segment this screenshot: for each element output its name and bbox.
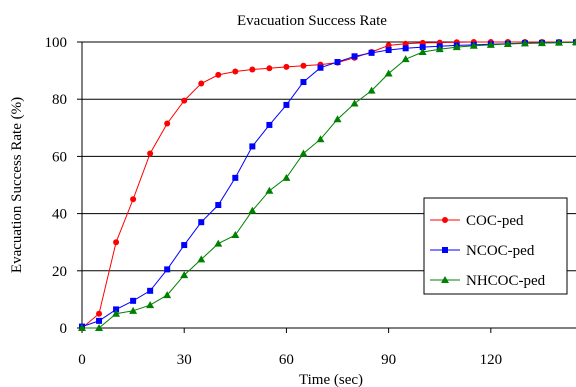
y-tick-label-80: 80	[52, 92, 67, 108]
chart-title: Evacuation Success Rate	[237, 13, 387, 29]
data-point-ncoc-ped-19	[402, 45, 409, 52]
data-point-ncoc-ped-18	[385, 47, 392, 54]
data-point-ncoc-ped-2	[113, 306, 120, 313]
y-tick-label-40: 40	[52, 207, 67, 223]
data-point-coc-ped-3	[130, 196, 137, 203]
data-point-nhcoc-ped-2	[112, 309, 121, 317]
x-tick-label-30: 30	[177, 352, 192, 368]
y-tick-label-100: 100	[45, 35, 68, 51]
legend-marker-coc-ped	[442, 217, 448, 223]
data-point-coc-ped-1	[96, 310, 103, 317]
y-axis-label: Evacuation Success Rate (%)	[9, 97, 25, 273]
data-point-nhcoc-ped-15	[333, 115, 342, 123]
data-point-ncoc-ped-9	[232, 174, 239, 181]
legend-label-ncoc-ped: NCOC-ped	[466, 243, 535, 259]
legend-box	[423, 197, 568, 295]
data-point-nhcoc-ped-21	[435, 45, 444, 53]
data-point-ncoc-ped-7	[198, 219, 205, 226]
y-tick-label-60: 60	[52, 149, 67, 165]
legend-label-coc-ped: COC-ped	[466, 213, 524, 229]
data-point-coc-ped-7	[198, 80, 205, 87]
data-point-ncoc-ped-1	[96, 317, 103, 324]
data-point-ncoc-ped-3	[130, 297, 137, 304]
data-point-nhcoc-ped-22	[452, 43, 461, 51]
x-tick-label-120: 120	[480, 352, 503, 368]
data-point-nhcoc-ped-1	[95, 324, 104, 331]
data-point-nhcoc-ped-19	[401, 55, 410, 63]
data-point-ncoc-ped-17	[368, 49, 375, 56]
data-point-nhcoc-ped-18	[384, 69, 393, 77]
legend: COC-ped NCOC-ped NHCOC-ped	[423, 197, 568, 295]
x-tick-label-0: 0	[78, 352, 86, 368]
data-point-ncoc-ped-6	[181, 242, 188, 249]
series-nhcoc-ped	[78, 38, 576, 331]
data-point-coc-ped-12	[283, 63, 290, 70]
data-point-nhcoc-ped-9	[231, 231, 240, 239]
y-tick-label-20: 20	[52, 264, 67, 280]
data-point-nhcoc-ped-13	[299, 149, 308, 157]
data-point-nhcoc-ped-27	[537, 39, 546, 47]
data-point-coc-ped-13	[300, 62, 307, 69]
data-point-ncoc-ped-13	[300, 79, 307, 86]
data-point-ncoc-ped-16	[351, 53, 358, 60]
data-point-ncoc-ped-11	[266, 121, 273, 128]
data-point-coc-ped-5	[164, 120, 171, 127]
x-tick-label-90: 90	[381, 352, 396, 368]
data-point-nhcoc-ped-7	[197, 255, 206, 263]
data-point-coc-ped-6	[181, 97, 188, 104]
y-tick-label-0: 0	[60, 321, 68, 337]
data-point-nhcoc-ped-20	[418, 48, 427, 56]
data-point-nhcoc-ped-16	[350, 99, 359, 107]
tick-labels: 0 20 40 60 80 100 0 30 60 90 120	[45, 35, 503, 368]
data-point-ncoc-ped-20	[419, 44, 426, 51]
data-point-nhcoc-ped-6	[180, 271, 189, 279]
data-point-nhcoc-ped-28	[554, 38, 563, 46]
data-point-nhcoc-ped-24	[486, 40, 495, 48]
legend-label-nhcoc-ped: NHCOC-ped	[466, 273, 546, 289]
data-point-nhcoc-ped-3	[129, 306, 138, 314]
data-point-coc-ped-8	[215, 71, 222, 78]
data-point-coc-ped-4	[147, 150, 154, 157]
data-point-coc-ped-18	[385, 42, 392, 49]
data-point-ncoc-ped-15	[334, 59, 341, 66]
data-point-ncoc-ped-4	[147, 287, 154, 294]
data-point-coc-ped-19	[402, 40, 409, 47]
data-point-ncoc-ped-14	[317, 64, 324, 71]
legend-marker-nhcoc-ped	[441, 276, 449, 283]
data-point-ncoc-ped-12	[283, 101, 290, 108]
data-point-coc-ped-2	[113, 239, 120, 246]
data-point-ncoc-ped-10	[249, 143, 256, 150]
data-point-nhcoc-ped-0	[78, 324, 86, 331]
data-point-nhcoc-ped-26	[520, 39, 529, 47]
data-point-coc-ped-11	[266, 65, 273, 72]
axes	[77, 41, 576, 333]
data-point-nhcoc-ped-12	[282, 173, 291, 181]
data-point-ncoc-ped-5	[164, 266, 171, 273]
data-point-nhcoc-ped-23	[469, 41, 478, 49]
data-point-nhcoc-ped-5	[163, 291, 172, 299]
legend-marker-ncoc-ped	[442, 247, 448, 253]
x-axis-label: Time (sec)	[299, 372, 363, 387]
x-tick-label-60: 60	[279, 352, 294, 368]
data-point-nhcoc-ped-25	[503, 40, 512, 48]
data-point-ncoc-ped-8	[215, 202, 222, 209]
data-point-nhcoc-ped-4	[146, 301, 155, 309]
data-point-nhcoc-ped-10	[248, 206, 257, 214]
data-point-coc-ped-9	[232, 68, 239, 75]
series-group	[78, 38, 576, 331]
data-point-nhcoc-ped-17	[367, 86, 376, 94]
data-point-nhcoc-ped-8	[214, 239, 223, 247]
data-point-nhcoc-ped-29	[572, 38, 576, 46]
data-point-coc-ped-10	[249, 66, 256, 73]
data-point-nhcoc-ped-14	[316, 135, 325, 143]
data-point-nhcoc-ped-11	[265, 186, 274, 194]
